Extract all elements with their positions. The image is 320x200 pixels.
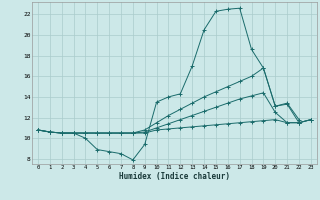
X-axis label: Humidex (Indice chaleur): Humidex (Indice chaleur) <box>119 172 230 181</box>
